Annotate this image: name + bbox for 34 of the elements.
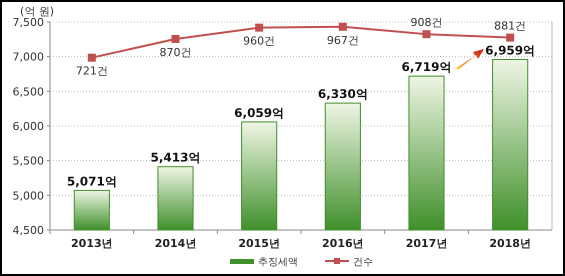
data-label: 6,059억 [234,106,284,120]
data-label: 870건 [160,46,192,59]
data-label: 881건 [494,20,526,33]
y-tick-label: 4,500 [12,224,44,237]
x-tick-label: 2017년 [406,237,448,250]
data-label: 5,413억 [150,150,200,165]
data-label: 967건 [326,34,359,47]
legend-label: 건수 [353,257,373,268]
y-tick-label: 5,000 [12,189,44,202]
point [338,22,347,31]
data-label: 6,719억 [402,60,452,74]
y-tick-label: 6,000 [12,120,44,133]
x-tick-label: 2018년 [489,237,531,250]
data-label: 5,071억 [66,174,117,188]
point [506,34,514,42]
y-tick-label: 7,500 [12,16,44,29]
y-tick-label: 7,000 [12,50,44,64]
y-axis-title: (억 원) [20,5,54,18]
data-label: 960건 [243,34,276,48]
data-label: 908건 [410,16,442,30]
data-label: 721건 [76,64,108,78]
legend-label: 추징세액 [258,257,298,268]
x-tick-label: 2016년 [322,237,364,250]
x-tick-label: 2013년 [71,237,113,250]
y-tick-label: 6,500 [12,85,44,98]
data-label: 6,959억 [485,44,536,58]
y-tick-label: 5,500 [12,154,44,168]
x-tick-label: 2014년 [154,237,196,250]
point [88,54,96,62]
point [255,24,264,32]
point [422,30,430,38]
data-label: 6,330억 [318,87,368,102]
point [172,34,180,43]
x-tick-label: 2015년 [238,237,280,250]
